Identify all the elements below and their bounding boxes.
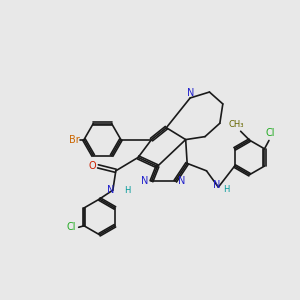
Text: Br: Br xyxy=(69,135,80,145)
Text: N: N xyxy=(187,88,194,98)
Text: Cl: Cl xyxy=(265,128,274,138)
Text: N: N xyxy=(213,180,220,190)
Text: CH₃: CH₃ xyxy=(228,120,244,129)
Text: H: H xyxy=(124,186,130,195)
Text: N: N xyxy=(141,176,148,186)
Text: H: H xyxy=(224,185,230,194)
Text: N: N xyxy=(107,185,114,195)
Text: Cl: Cl xyxy=(67,222,76,232)
Text: N: N xyxy=(178,176,185,186)
Text: O: O xyxy=(88,161,96,171)
